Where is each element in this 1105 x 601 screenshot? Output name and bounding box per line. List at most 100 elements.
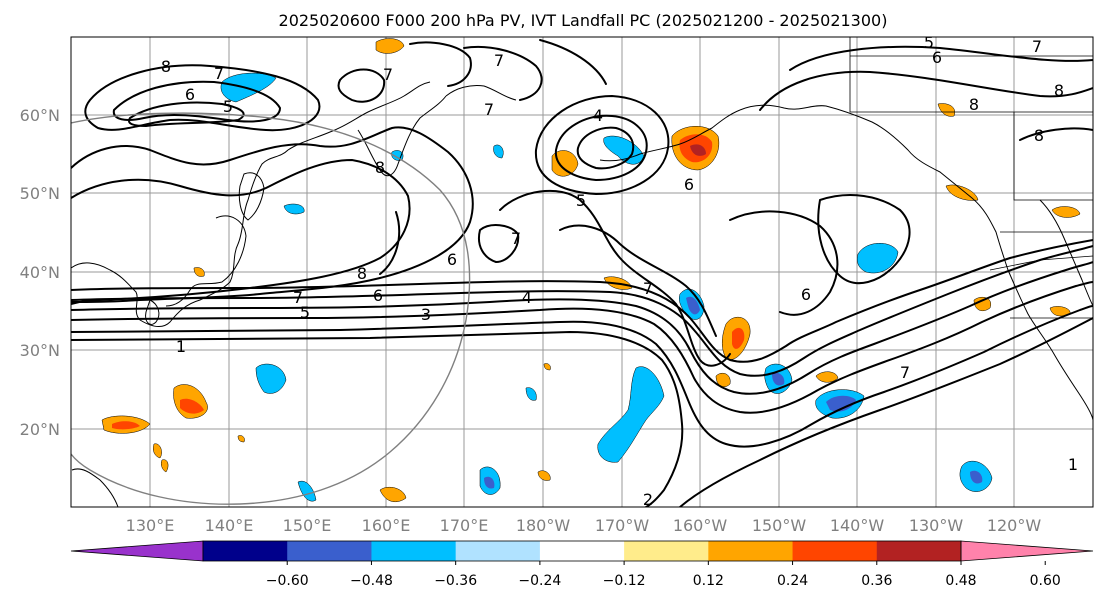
inland-boundary: [1039, 199, 1093, 307]
positive-anomaly-region: [375, 38, 405, 54]
contour-label: 6: [684, 175, 694, 194]
colorbar-tick-label: 0.60: [1030, 573, 1061, 589]
pv-contour-5: [71, 245, 1093, 377]
positive-anomaly-core: [732, 327, 745, 349]
positive-anomaly-region: [973, 297, 992, 311]
contour-label: 8: [969, 95, 979, 114]
negative-anomaly-core: [686, 296, 700, 315]
negative-anomaly-region: [603, 135, 645, 165]
colorbar-tick-label: −0.48: [350, 573, 393, 589]
colorbar-segment: [792, 541, 878, 561]
pv-contour-1: [679, 317, 1093, 507]
contour-label: 7: [214, 64, 224, 83]
longitude-labels: 130°E 140°E 150°E 160°E 170°E 180°W 170°…: [126, 516, 1042, 535]
negative-anomaly-region: [493, 144, 504, 159]
pv-contour-closed: [817, 194, 911, 285]
contour-label: 3: [421, 305, 431, 324]
pv-contour-trough: [559, 224, 717, 337]
positive-anomaly-region: [160, 459, 169, 473]
pv-contour-2-south: [71, 331, 684, 507]
negative-anomaly-region: [283, 203, 305, 215]
lon-label-160e: 160°E: [362, 516, 411, 535]
negative-anomaly-region: [597, 366, 665, 463]
positive-anomaly-peak: [690, 144, 706, 156]
colorbar-segment: [876, 541, 962, 561]
positive-anomaly-region: [715, 373, 731, 387]
latitude-labels: 60°N 50°N 40°N 30°N 20°N: [20, 106, 60, 439]
contour-label: 1: [1068, 455, 1078, 474]
contour-labels: 8 7 6 5 8 8 7 6 5 3 4 1 7 7 7 6 4 5 7 7 …: [161, 33, 1078, 509]
pv-contour-ne: [1019, 127, 1093, 141]
lon-label-150e: 150°E: [283, 516, 332, 535]
contour-label: 6: [447, 250, 457, 269]
pv-contour-low: [534, 95, 670, 195]
region-boundary-ring: [71, 112, 471, 505]
contour-label: 6: [932, 48, 942, 67]
colorbar-tick-label: −0.12: [603, 573, 646, 589]
positive-anomaly-region: [537, 470, 551, 481]
colorbar-extend-high: [960, 540, 1094, 562]
pv-contour-6: [71, 239, 1093, 363]
contour-label: 8: [1054, 81, 1064, 100]
map-frame: [70, 36, 1094, 508]
contour-label: 2: [643, 490, 653, 509]
positive-anomaly-region: [551, 150, 579, 177]
contour-label: 5: [576, 191, 586, 210]
negative-anomaly-region: [297, 480, 317, 502]
positive-anomaly-region: [237, 435, 245, 443]
colorbar-segment: [203, 541, 288, 561]
lon-label-180w: 180°W: [516, 516, 571, 535]
colorbar-segment: [371, 541, 457, 561]
positive-anomaly-region: [153, 443, 162, 459]
contour-label: 4: [522, 288, 532, 307]
pv-contour: [128, 101, 245, 127]
colorbar-segment: [624, 541, 709, 561]
colorbar-tick-label: 0.48: [945, 573, 976, 589]
lon-label-140e: 140°E: [205, 516, 254, 535]
positive-anomaly-region: [379, 487, 407, 503]
contour-label: 8: [161, 57, 171, 76]
contour-label: 6: [801, 285, 811, 304]
canada-us-border: [1013, 112, 1093, 201]
colorbar-frame: [202, 540, 962, 562]
pv-contour-north: [759, 70, 1093, 111]
philippines-coast: [71, 468, 119, 507]
contour-label: 7: [511, 229, 521, 248]
lon-label-140w: 140°W: [830, 516, 885, 535]
colorbar: −0.60 −0.48 −0.36 −0.24 −0.12 0.12 0.24 0.36 0.4…: [70, 540, 1094, 589]
pv-contour-low: [554, 114, 648, 181]
colorbar-tick-label: −0.24: [518, 573, 561, 589]
positive-anomaly-region: [1051, 206, 1081, 218]
pv-contour-small: [337, 68, 386, 103]
pv-contour-3: [71, 281, 1093, 414]
lat-label-60n: 60°N: [20, 106, 60, 125]
negative-anomaly-core: [484, 476, 495, 489]
negative-anomaly-core: [826, 395, 856, 412]
pv-contours: [71, 39, 1093, 507]
positive-anomaly-core: [180, 398, 204, 414]
contour-label: 5: [300, 303, 310, 322]
map-panel: 8 7 6 5 8 8 7 6 5 3 4 1 7 7 7 6 4 5 7 7 …: [70, 33, 1094, 509]
alaska-canada-border: [849, 37, 1093, 113]
lon-label-170w: 170°W: [595, 516, 650, 535]
pv-contour-north: [789, 45, 1093, 71]
contour-label: 4: [593, 106, 603, 125]
pv-contour-small: [539, 39, 607, 85]
colorbar-tick-label: 0.12: [693, 573, 724, 589]
lon-label-160w: 160°W: [673, 516, 728, 535]
contour-label: 5: [223, 97, 233, 116]
colorbar-segment: [455, 541, 541, 561]
contour-label: 1: [176, 337, 186, 356]
negative-anomaly-core: [772, 372, 785, 386]
pv-contour-small: [379, 211, 401, 275]
kamchatka-coast: [357, 95, 447, 177]
pv-contour-2: [71, 305, 1093, 448]
pv-contour-low: [576, 126, 635, 170]
contour-label: 7: [1032, 37, 1042, 56]
pv-contour-trough: [499, 189, 731, 367]
korea-coast: [145, 299, 160, 325]
hokkaido-sakhalin-coast: [238, 172, 265, 221]
pv-contour: [84, 64, 321, 132]
contour-label: 7: [494, 51, 504, 70]
